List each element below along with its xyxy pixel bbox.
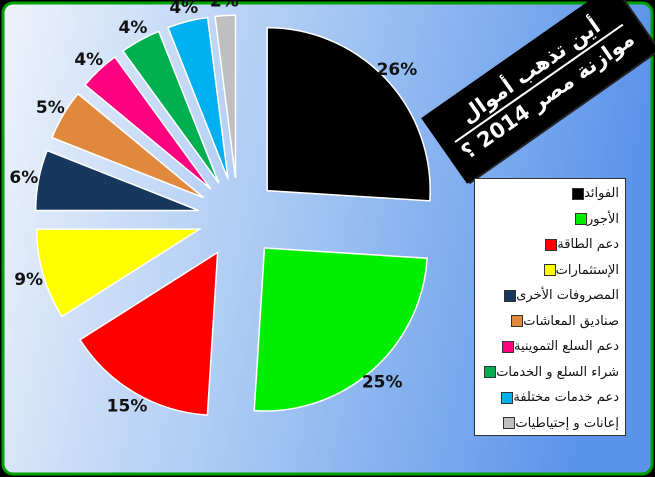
pie-label-5: 6% — [9, 168, 38, 188]
legend-item-1: الفوائد — [481, 181, 619, 207]
legend-label-1: الفوائد — [584, 186, 619, 202]
pie-slices — [34, 14, 431, 416]
legend-item-8: شراء السلع و الخدمات — [481, 360, 619, 386]
legend-label-5: المصروفات الأخرى — [516, 288, 619, 304]
pie-label-7: 4% — [74, 50, 103, 70]
pie-label-3: 15% — [107, 397, 148, 417]
pie-label-1: 26% — [377, 60, 418, 80]
legend-item-3: دعم الطاقة — [481, 232, 619, 258]
legend-label-6: صناديق المعاشات — [523, 313, 619, 329]
pie-label-9: 4% — [169, 0, 198, 18]
pie-label-6: 5% — [36, 98, 65, 118]
pie-slice-5 — [34, 149, 199, 212]
legend-label-8: شراء السلع و الخدمات — [496, 364, 619, 380]
legend-label-10: إعانات و إحتياطيات — [515, 415, 619, 431]
pie-slice-10 — [214, 14, 237, 179]
pie-label-8: 4% — [119, 18, 148, 38]
legend-item-2: الأجور — [481, 207, 619, 233]
legend-item-4: الإستثمارات — [481, 258, 619, 284]
pie-slice-6 — [51, 92, 205, 199]
pie-slice-8 — [121, 30, 220, 184]
pie-slice-3 — [78, 251, 219, 416]
pie-label-2: 25% — [362, 373, 403, 393]
legend-label-4: الإستثمارات — [555, 262, 619, 278]
pie-slice-4 — [35, 228, 203, 318]
pie-slice-2 — [253, 247, 428, 412]
legend-item-7: دعم السلع التموينية — [481, 334, 619, 360]
legend-swatch-7 — [501, 340, 514, 353]
legend-item-5: المصروفات الأخرى — [481, 283, 619, 309]
legend-label-9: دعم خدمات مختلفة — [513, 390, 619, 406]
legend-label-2: الأجور — [586, 211, 619, 227]
pie-slice-9 — [167, 16, 229, 180]
legend-item-9: دعم خدمات مختلفة — [481, 385, 619, 411]
legend-swatch-10 — [503, 417, 516, 430]
legend-swatch-5 — [504, 289, 517, 302]
legend-swatch-1 — [572, 187, 585, 200]
legend-swatch-9 — [501, 391, 514, 404]
pie-label-4: 9% — [14, 270, 43, 290]
legend-swatch-3 — [545, 238, 558, 251]
pie-slice-7 — [83, 55, 212, 190]
legend-item-10: إعانات و إحتياطيات — [481, 411, 619, 437]
legend-swatch-6 — [511, 315, 524, 328]
percentage-labels: 26% 25% 15% 9% 6% 5% 4% 4% 4% 2% — [9, 0, 417, 417]
legend-item-6: صناديق المعاشات — [481, 309, 619, 335]
legend-swatch-8 — [484, 366, 497, 379]
legend-swatch-2 — [574, 213, 587, 226]
legend-label-3: دعم الطاقة — [557, 237, 619, 253]
legend-label-7: دعم السلع التموينية — [513, 339, 619, 355]
pie-label-10: 2% — [210, 0, 239, 11]
legend-swatch-4 — [543, 264, 556, 277]
legend: الفوائد الأجور دعم الطاقة الإستثمارات المصرو… — [474, 178, 626, 436]
